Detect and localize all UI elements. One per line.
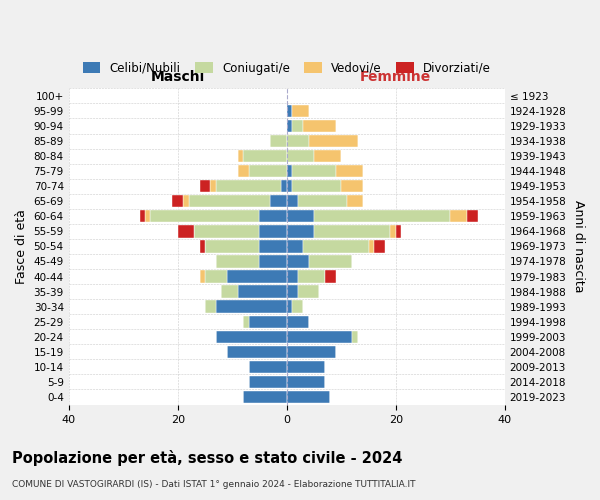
- Bar: [287, 256, 308, 268]
- Bar: [314, 210, 451, 222]
- Bar: [467, 210, 478, 222]
- Bar: [140, 210, 145, 222]
- Bar: [292, 105, 308, 117]
- Bar: [259, 210, 287, 222]
- Bar: [248, 360, 287, 373]
- Bar: [205, 300, 216, 313]
- Bar: [188, 195, 271, 207]
- Bar: [216, 180, 281, 192]
- Bar: [292, 300, 303, 313]
- Bar: [287, 210, 314, 222]
- Text: COMUNE DI VASTOGIRARDI (IS) - Dati ISTAT 1° gennaio 2024 - Elaborazione TUTTITAL: COMUNE DI VASTOGIRARDI (IS) - Dati ISTAT…: [12, 480, 415, 489]
- Bar: [200, 270, 205, 282]
- Bar: [287, 330, 352, 343]
- Y-axis label: Anni di nascita: Anni di nascita: [572, 200, 585, 292]
- Bar: [292, 120, 303, 132]
- Bar: [145, 210, 151, 222]
- Bar: [287, 376, 325, 388]
- Bar: [248, 165, 287, 177]
- Bar: [303, 240, 368, 252]
- Bar: [151, 210, 259, 222]
- Bar: [292, 165, 336, 177]
- Bar: [287, 180, 292, 192]
- Text: Popolazione per età, sesso e stato civile - 2024: Popolazione per età, sesso e stato civil…: [12, 450, 403, 466]
- Bar: [205, 240, 259, 252]
- Bar: [287, 300, 292, 313]
- Bar: [347, 195, 363, 207]
- Bar: [271, 195, 287, 207]
- Bar: [200, 240, 205, 252]
- Bar: [259, 240, 287, 252]
- Bar: [298, 270, 325, 282]
- Bar: [227, 346, 287, 358]
- Y-axis label: Fasce di età: Fasce di età: [15, 209, 28, 284]
- Bar: [238, 165, 248, 177]
- Bar: [287, 120, 292, 132]
- Bar: [271, 135, 287, 147]
- Bar: [281, 180, 287, 192]
- Text: Femmine: Femmine: [360, 70, 431, 84]
- Bar: [287, 105, 292, 117]
- Bar: [287, 286, 298, 298]
- Bar: [243, 316, 248, 328]
- Bar: [216, 330, 287, 343]
- Bar: [287, 135, 308, 147]
- Bar: [287, 195, 298, 207]
- Bar: [221, 286, 238, 298]
- Bar: [352, 330, 358, 343]
- Bar: [178, 225, 194, 237]
- Text: Maschi: Maschi: [151, 70, 205, 84]
- Bar: [216, 300, 287, 313]
- Bar: [200, 180, 211, 192]
- Bar: [287, 346, 336, 358]
- Bar: [336, 165, 363, 177]
- Bar: [308, 135, 358, 147]
- Bar: [227, 270, 287, 282]
- Bar: [287, 165, 292, 177]
- Bar: [341, 180, 363, 192]
- Bar: [248, 376, 287, 388]
- Bar: [303, 120, 336, 132]
- Bar: [243, 391, 287, 403]
- Bar: [216, 256, 259, 268]
- Bar: [259, 256, 287, 268]
- Bar: [396, 225, 401, 237]
- Bar: [325, 270, 336, 282]
- Bar: [298, 286, 319, 298]
- Bar: [368, 240, 374, 252]
- Bar: [194, 225, 259, 237]
- Bar: [287, 150, 314, 162]
- Bar: [292, 180, 341, 192]
- Bar: [248, 316, 287, 328]
- Bar: [183, 195, 188, 207]
- Legend: Celibi/Nubili, Coniugati/e, Vedovi/e, Divorziati/e: Celibi/Nubili, Coniugati/e, Vedovi/e, Di…: [83, 62, 491, 74]
- Bar: [287, 270, 298, 282]
- Bar: [287, 225, 314, 237]
- Bar: [391, 225, 396, 237]
- Bar: [451, 210, 467, 222]
- Bar: [172, 195, 183, 207]
- Bar: [298, 195, 347, 207]
- Bar: [314, 150, 341, 162]
- Bar: [259, 225, 287, 237]
- Bar: [287, 360, 325, 373]
- Bar: [238, 150, 243, 162]
- Bar: [211, 180, 216, 192]
- Bar: [287, 316, 308, 328]
- Bar: [205, 270, 227, 282]
- Bar: [243, 150, 287, 162]
- Bar: [238, 286, 287, 298]
- Bar: [314, 225, 391, 237]
- Bar: [308, 256, 352, 268]
- Bar: [287, 240, 303, 252]
- Bar: [374, 240, 385, 252]
- Bar: [287, 391, 331, 403]
